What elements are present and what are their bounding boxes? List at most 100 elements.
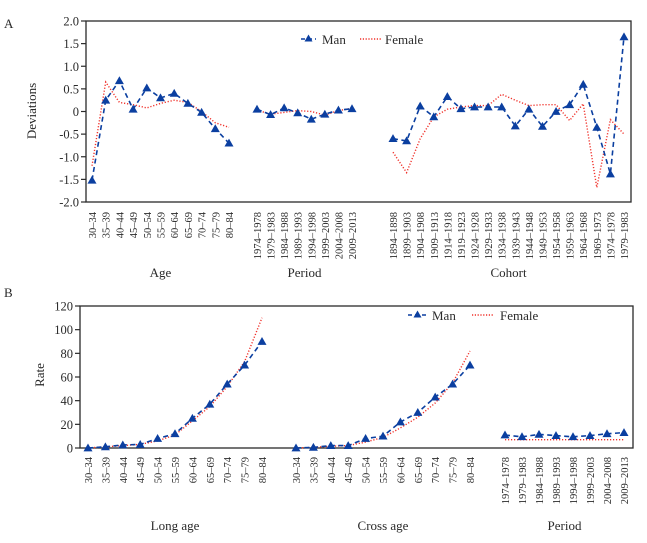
x-tick-label: 1914–1918 [443, 212, 454, 259]
data-point-man [252, 104, 262, 113]
x-tick-label: 1929–1933 [484, 212, 495, 259]
x-tick-label: 1999–2003 [586, 457, 597, 504]
legend-female-label: Female [385, 32, 423, 47]
x-tick-label: 1979–1983 [267, 212, 278, 259]
x-tick-label: 65–69 [206, 457, 217, 483]
data-point-man [169, 88, 179, 97]
x-tick-label: 2004–2008 [603, 457, 614, 504]
y-tick-label: 100 [54, 323, 73, 337]
data-point-man [510, 121, 520, 130]
data-point-man [605, 169, 615, 178]
y-tick-label: 2.0 [63, 15, 79, 29]
x-tick-label: 60–64 [170, 211, 181, 238]
panel-a-axes: 2.01.51.00.50-0.5-1.0-1.5-2.030–34 35–39 4… [59, 15, 632, 280]
x-tick-label: 75–79 [241, 457, 252, 483]
data-point-man [222, 379, 232, 388]
data-point-man [361, 434, 371, 442]
x-tick-label: 60–64 [396, 456, 407, 483]
x-tick-label: 40–44 [119, 456, 130, 483]
data-point-man [308, 442, 318, 451]
x-tick-label: 40–44 [327, 456, 338, 483]
y-tick-label: -2.0 [59, 196, 79, 210]
data-point-man [470, 102, 480, 111]
panel-a-legend: Man Female [301, 32, 423, 47]
y-tick-label: 80 [61, 347, 74, 361]
x-tick-label: 2004–2008 [334, 212, 345, 259]
x-tick-label: 1974–1978 [501, 457, 512, 504]
data-point-man [551, 107, 561, 115]
data-point-man [415, 101, 425, 110]
x-tick-label: 80–84 [225, 211, 236, 238]
data-point-man [578, 79, 588, 88]
data-point-man [483, 102, 493, 111]
data-point-man [266, 110, 276, 119]
y-tick-label: -1.0 [59, 150, 79, 164]
data-point-man [465, 360, 475, 369]
legend-man-triangle-icon [304, 34, 313, 42]
data-point-man [156, 93, 165, 102]
data-point-man [326, 441, 336, 450]
data-point-man [170, 429, 180, 438]
x-tick-label: 1979–1983 [518, 457, 529, 504]
x-tick-label: 1959–1963 [566, 212, 577, 259]
x-tick-label: 75–79 [211, 212, 222, 238]
panel-b-ylabel: Rate [32, 363, 47, 387]
series-line-female [87, 317, 263, 449]
data-point-man [568, 432, 578, 441]
data-point-man [320, 109, 330, 118]
x-tick-label: 45–49 [136, 457, 147, 483]
data-point-man [118, 440, 128, 449]
x-tick-label: 2009–2013 [348, 212, 359, 259]
data-point-man [333, 105, 343, 114]
data-point-man [183, 98, 193, 107]
data-point-man [293, 108, 303, 117]
x-tick-label: 1989–1993 [294, 212, 305, 259]
x-tick-label: 50–54 [143, 211, 154, 238]
x-tick-label: 1944–1948 [525, 212, 536, 259]
data-point-man [378, 431, 388, 440]
x-tick-label: 1964–1968 [579, 212, 590, 259]
data-point-man [534, 429, 544, 438]
y-tick-label: -1.5 [59, 173, 79, 187]
x-tick-label: 65–69 [184, 212, 195, 238]
data-point-man [551, 431, 561, 439]
panel-b-marks [83, 317, 629, 452]
x-tick-label: 45–49 [129, 212, 140, 238]
data-point-man [153, 434, 163, 442]
panel-b: B Rate 120 100 80 60 40 20 0 30–34 35–39 40–44 45–… [4, 285, 634, 533]
legend-man-triangle-icon [413, 310, 422, 318]
x-axis-label: Long age [151, 518, 200, 533]
data-point-man [602, 429, 612, 438]
data-point-man [429, 112, 439, 121]
data-point-man [291, 443, 301, 452]
data-point-man [565, 100, 575, 109]
panel-b-axes: 120 100 80 60 40 20 0 30–34 35–39 40–44 45–49 50–54… [54, 300, 634, 533]
x-tick-label: 1909–1913 [430, 212, 441, 259]
series-line-man [504, 431, 625, 438]
x-tick-label: 70–74 [223, 456, 234, 483]
x-tick-label: 1989–1993 [552, 457, 563, 504]
plot-frame [79, 305, 634, 449]
x-tick-label: 2009–2013 [620, 457, 631, 504]
panel-a: A Deviations 2.0 1.5 1.0 0.5 0 -0.5 -1.0 -1.5 -2… [4, 15, 632, 280]
data-point-man [448, 379, 458, 388]
y-tick-label: 0.5 [63, 82, 79, 96]
x-tick-label: 1924–1928 [471, 212, 482, 259]
series-line-female [91, 80, 230, 166]
data-point-man [592, 122, 602, 131]
x-tick-label: 35–39 [101, 457, 112, 483]
data-point-man [413, 408, 423, 416]
x-tick-label: 1969–1973 [593, 212, 604, 259]
x-tick-label: 1954–1958 [552, 212, 563, 259]
data-point-man [210, 124, 220, 133]
x-tick-label: 1999–2003 [321, 212, 332, 259]
y-tick-label: 120 [54, 300, 73, 314]
x-tick-label: 50–54 [154, 456, 165, 483]
data-point-man [524, 104, 534, 113]
data-point-man [197, 107, 207, 116]
x-tick-label: 45–49 [344, 457, 355, 483]
series-line-female [392, 93, 625, 188]
panel-b-legend: Man Female [408, 308, 538, 323]
x-tick-label: 1974–1978 [606, 212, 617, 259]
x-tick-label: 1939–1943 [511, 212, 522, 259]
